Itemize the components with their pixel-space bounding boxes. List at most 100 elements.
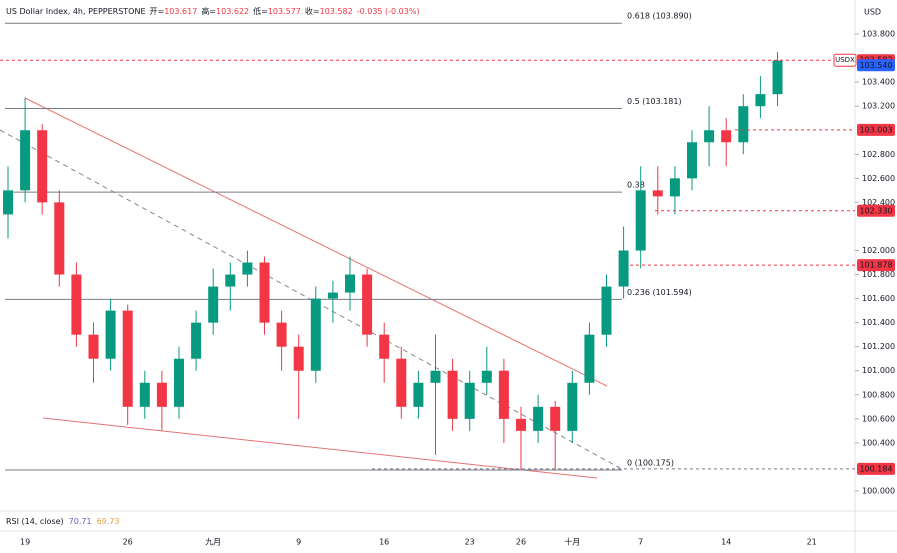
ohlc-label: 低= [253, 6, 268, 16]
x-tick-label: 九月 [205, 538, 221, 547]
candle-body [481, 370, 492, 383]
candle-body [20, 130, 31, 191]
price-tag-label: 101.878 [859, 261, 892, 270]
candle-body [687, 142, 697, 179]
price-tag-label: 100.184 [859, 464, 892, 473]
ohlc-value: 103.582 [320, 7, 353, 16]
rsi-value: 69.73 [97, 517, 120, 526]
y-tick-label: 100.600 [862, 414, 895, 423]
ohlc-value: 103.577 [268, 7, 301, 16]
ohlc-label: 收= [305, 6, 320, 16]
candle-body [293, 346, 304, 371]
candle-body [567, 382, 578, 431]
fib-label: 0.38 [627, 181, 645, 190]
candle-body [533, 406, 544, 431]
x-tick-label: 26 [123, 538, 133, 547]
y-tick-label: 101.800 [862, 270, 895, 279]
x-tick-label: 26 [516, 538, 526, 547]
candle-body [71, 274, 82, 335]
fib-label: 0.618 (103.890) [627, 12, 692, 21]
candle-body [259, 262, 270, 323]
candle-body [139, 382, 150, 407]
ohlc-label: 高= [201, 6, 216, 16]
candle-body [174, 358, 184, 407]
candle-body [156, 382, 167, 407]
x-tick-label: 19 [20, 538, 30, 547]
symbol-tag-label: USDX [835, 56, 855, 64]
price-tag-label: 102.330 [859, 206, 892, 215]
candle-body [105, 310, 116, 359]
candle-body [498, 370, 509, 419]
candle-body [191, 322, 202, 359]
symbol-tag [833, 53, 857, 67]
candle-body [516, 418, 526, 431]
candle-body [345, 274, 355, 293]
y-tick-label: 102.400 [862, 198, 895, 207]
candle-body [3, 190, 13, 215]
ohlc-label: 开= [150, 7, 165, 16]
y-tick-label: 101.200 [862, 342, 895, 351]
y-tick-label: 102.800 [862, 150, 895, 159]
price-tag [857, 462, 895, 475]
x-tick-label: 7 [638, 538, 643, 547]
candle-body [362, 274, 373, 335]
trend-line [42, 417, 598, 479]
candle-body [584, 334, 595, 383]
x-tick-label: 21 [807, 538, 817, 547]
candle-body [54, 202, 65, 275]
x-tick-label: 16 [379, 538, 389, 547]
rsi-label: RSI (14, close) [6, 517, 64, 526]
candle-body [738, 106, 749, 143]
x-tick-label: 十月 [564, 537, 580, 547]
candle-body [225, 274, 236, 287]
currency: USD [864, 8, 881, 17]
candle-body [310, 298, 321, 371]
ohlc-legend: 开=103.617 高=103.622 低=103.577 收=103.582 [150, 6, 353, 16]
title: US Dollar Index, 4h, PEPPERSTONE [6, 7, 146, 16]
candle-body [379, 334, 390, 359]
change: -0.035 (-0.03%) [357, 7, 420, 16]
y-tick-label: 101.600 [862, 294, 895, 303]
rsi-legend: RSI (14, close) 70.71 69.73 [6, 517, 119, 526]
fib-label: 0.236 (101.594) [627, 288, 692, 297]
candle-body [276, 322, 287, 347]
x-tick-label: 23 [465, 538, 475, 547]
y-tick-label: 101.000 [862, 366, 895, 375]
y-tick-label: 101.400 [862, 318, 895, 327]
y-tick-label: 103.200 [862, 102, 895, 111]
price-tag [857, 59, 895, 72]
candle-body [721, 130, 732, 143]
price-tag [857, 123, 895, 136]
price-tag [857, 204, 895, 217]
candle-body [208, 286, 219, 323]
price-tag-label: 103.540 [859, 61, 892, 70]
candle-body [550, 406, 561, 431]
candle-body [669, 178, 680, 197]
candle-body [327, 292, 338, 299]
candle-body [447, 370, 458, 419]
x-tick-label: 9 [296, 538, 301, 547]
price-tag-label: 103.003 [859, 125, 892, 134]
candle-body [652, 190, 663, 197]
candle-body [618, 250, 629, 287]
rsi-value: 70.71 [69, 517, 92, 526]
ohlc-value: 103.622 [216, 7, 249, 16]
trend-line [24, 97, 608, 387]
candle-body [122, 310, 133, 407]
y-tick-label: 103.800 [862, 30, 895, 39]
y-tick-label: 100.000 [862, 486, 895, 495]
y-tick-label: 100.800 [862, 390, 895, 399]
candle-body [88, 334, 99, 359]
candle-body [396, 358, 407, 407]
candle-body [430, 370, 441, 383]
candle-body [755, 94, 766, 107]
candle-body [464, 382, 475, 419]
header: US Dollar Index, 4h, PEPPERSTONE 开=103.61… [6, 6, 420, 16]
x-tick-label: 14 [721, 538, 731, 547]
y-tick-label: 102.600 [862, 174, 895, 183]
price-tag [857, 259, 895, 272]
fib-label: 0.5 (103.181) [627, 97, 682, 106]
y-tick-label: 102.000 [862, 246, 895, 255]
candle-body [413, 382, 424, 407]
